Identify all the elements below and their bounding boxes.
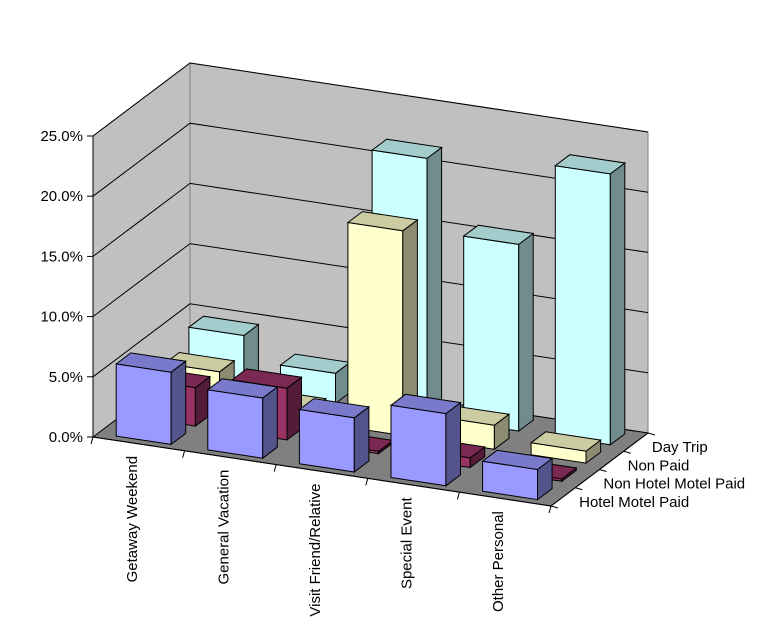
- bar-front-face: [298, 408, 355, 473]
- series-label: Non Hotel Motel Paid: [603, 476, 745, 493]
- bar-side-face: [262, 385, 278, 460]
- bar-hotel-motel-paid: [389, 393, 462, 487]
- depth-tick-mark: [550, 505, 559, 509]
- bar-side-face: [170, 360, 187, 446]
- bar-top-face: [370, 138, 443, 159]
- bar-day-trip: [462, 224, 535, 433]
- x-tick-mark: [182, 450, 186, 458]
- bar-top-face: [187, 315, 260, 337]
- bar-top-face: [389, 393, 462, 415]
- bar-top-face: [346, 211, 419, 232]
- x-tick-mark: [548, 505, 552, 514]
- y-tick-label: 10.0%: [40, 309, 83, 326]
- x-category-label: Special Event: [399, 496, 416, 589]
- series-label: Non Paid: [628, 457, 690, 474]
- bar-top-face: [206, 378, 279, 399]
- bar-top-face: [163, 351, 236, 373]
- bar-top-face: [554, 154, 627, 175]
- gridline: [92, 62, 649, 137]
- bar-non-paid: [529, 431, 602, 465]
- bar-top-face: [462, 224, 535, 245]
- bar-front-face: [554, 165, 611, 446]
- y-tick-label: 5.0%: [49, 369, 83, 386]
- x-tick-mark: [273, 464, 277, 472]
- x-category-label: Visit Friend/Relative: [307, 484, 324, 617]
- bar-day-trip: [554, 154, 627, 446]
- bar-front-face: [463, 235, 520, 432]
- series-label: Day Trip: [652, 439, 708, 456]
- bar-top-face: [298, 398, 371, 419]
- y-tick-label: 15.0%: [40, 248, 83, 265]
- bar-front-face: [115, 363, 172, 445]
- x-category-label: Other Personal: [490, 511, 507, 612]
- depth-tick-mark: [647, 432, 656, 436]
- y-tick-label: 25.0%: [40, 128, 83, 145]
- depth-tick-mark: [575, 487, 583, 491]
- bar-top-face: [114, 352, 187, 373]
- gridline: [92, 122, 649, 197]
- bar-side-face: [609, 161, 626, 446]
- x-tick-mark: [90, 436, 94, 445]
- y-tick-label: 20.0%: [40, 188, 83, 205]
- bar-front-face: [390, 404, 447, 487]
- bar-side-face: [426, 146, 443, 419]
- x-tick-mark: [456, 492, 460, 500]
- depth-tick-mark: [599, 469, 607, 472]
- bar-side-face: [518, 232, 534, 433]
- y-tick-label: 0.0%: [49, 429, 83, 446]
- bar-hotel-motel-paid: [206, 378, 279, 460]
- bar-top-face: [529, 431, 602, 452]
- bar-hotel-motel-paid: [298, 398, 371, 474]
- bar-hotel-motel-paid: [114, 352, 187, 446]
- x-category-label: General Vacation: [215, 470, 232, 585]
- x-category-label: Getaway Weekend: [124, 456, 141, 582]
- x-tick-mark: [365, 478, 369, 486]
- bar-side-face: [445, 401, 461, 487]
- x-axis-line: [92, 436, 552, 507]
- series-label: Hotel Motel Paid: [579, 494, 689, 511]
- bar-non-paid: [346, 211, 419, 437]
- bar-top-face: [481, 449, 554, 471]
- bar-hotel-motel-paid: [481, 449, 554, 501]
- depth-tick-mark: [623, 450, 631, 454]
- bar-front-face: [207, 389, 264, 459]
